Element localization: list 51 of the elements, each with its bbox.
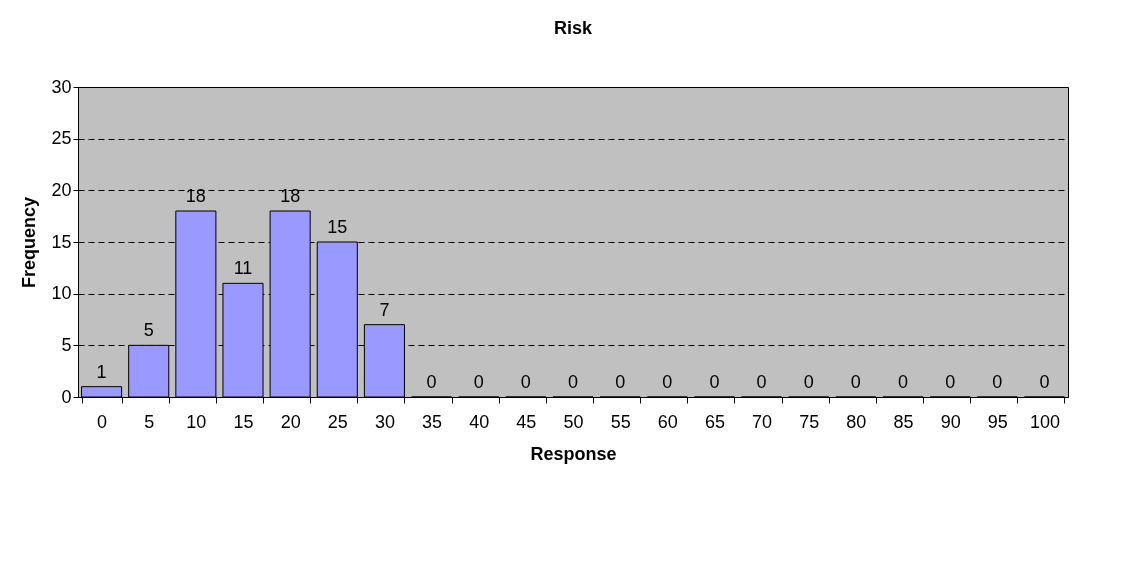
x-tick-label: 75 [799, 411, 820, 432]
y-tick-label: 5 [61, 334, 72, 355]
x-tick-label: 70 [752, 411, 773, 432]
y-tick-label: 20 [51, 179, 72, 200]
x-tick-label: 0 [97, 411, 108, 432]
y-tick-label: 30 [51, 76, 72, 97]
data-label: 0 [756, 372, 767, 392]
y-axis-title: Frequency [19, 196, 40, 289]
data-label: 0 [567, 372, 579, 392]
data-label: 7 [379, 299, 390, 320]
x-tick-label: 50 [563, 411, 584, 432]
x-tick-label: 40 [469, 411, 490, 432]
x-tick-label: 10 [186, 411, 207, 432]
data-label: 0 [803, 372, 814, 392]
data-label: 0 [662, 372, 673, 392]
x-tick-label: 45 [516, 411, 537, 432]
x-tick-label: 15 [233, 411, 254, 432]
x-tick-label: 85 [893, 411, 914, 432]
data-label: 11 [233, 258, 253, 279]
data-label: 0 [473, 372, 484, 392]
data-label: 0 [850, 372, 861, 392]
y-tick-label: 25 [51, 128, 72, 149]
x-tick-label: 95 [987, 411, 1008, 432]
x-axis-title: Response [530, 443, 617, 464]
y-tick-label: 10 [51, 283, 72, 304]
data-label: 5 [143, 320, 154, 341]
data-label: 18 [280, 186, 301, 206]
x-tick-label: 35 [422, 411, 443, 432]
x-tick-label: 65 [704, 411, 725, 432]
x-tick-label: 5 [144, 411, 155, 432]
x-tick-label: 60 [657, 411, 678, 432]
x-tick-label: 20 [280, 411, 301, 432]
data-label: 0 [945, 372, 956, 392]
data-label: 0 [426, 372, 437, 392]
x-tick-label: 90 [940, 411, 961, 432]
data-label: 0 [897, 372, 909, 392]
x-tick-label: 25 [327, 411, 348, 432]
data-label: 0 [1039, 372, 1050, 392]
data-label: 1 [96, 361, 107, 382]
data-label: 0 [992, 372, 1003, 392]
y-tick-label: 0 [61, 386, 72, 407]
data-label: 15 [327, 217, 348, 237]
x-tick-label: 100 [1029, 411, 1060, 432]
data-label: 0 [615, 372, 626, 392]
y-tick-label: 15 [51, 231, 72, 252]
data-label: 0 [709, 372, 720, 392]
x-tick-label: 80 [846, 411, 867, 432]
data-label: 0 [520, 372, 531, 392]
x-tick-label: 55 [610, 411, 631, 432]
x-tick-label: 30 [374, 411, 395, 432]
chart-title: Risk [553, 18, 593, 38]
